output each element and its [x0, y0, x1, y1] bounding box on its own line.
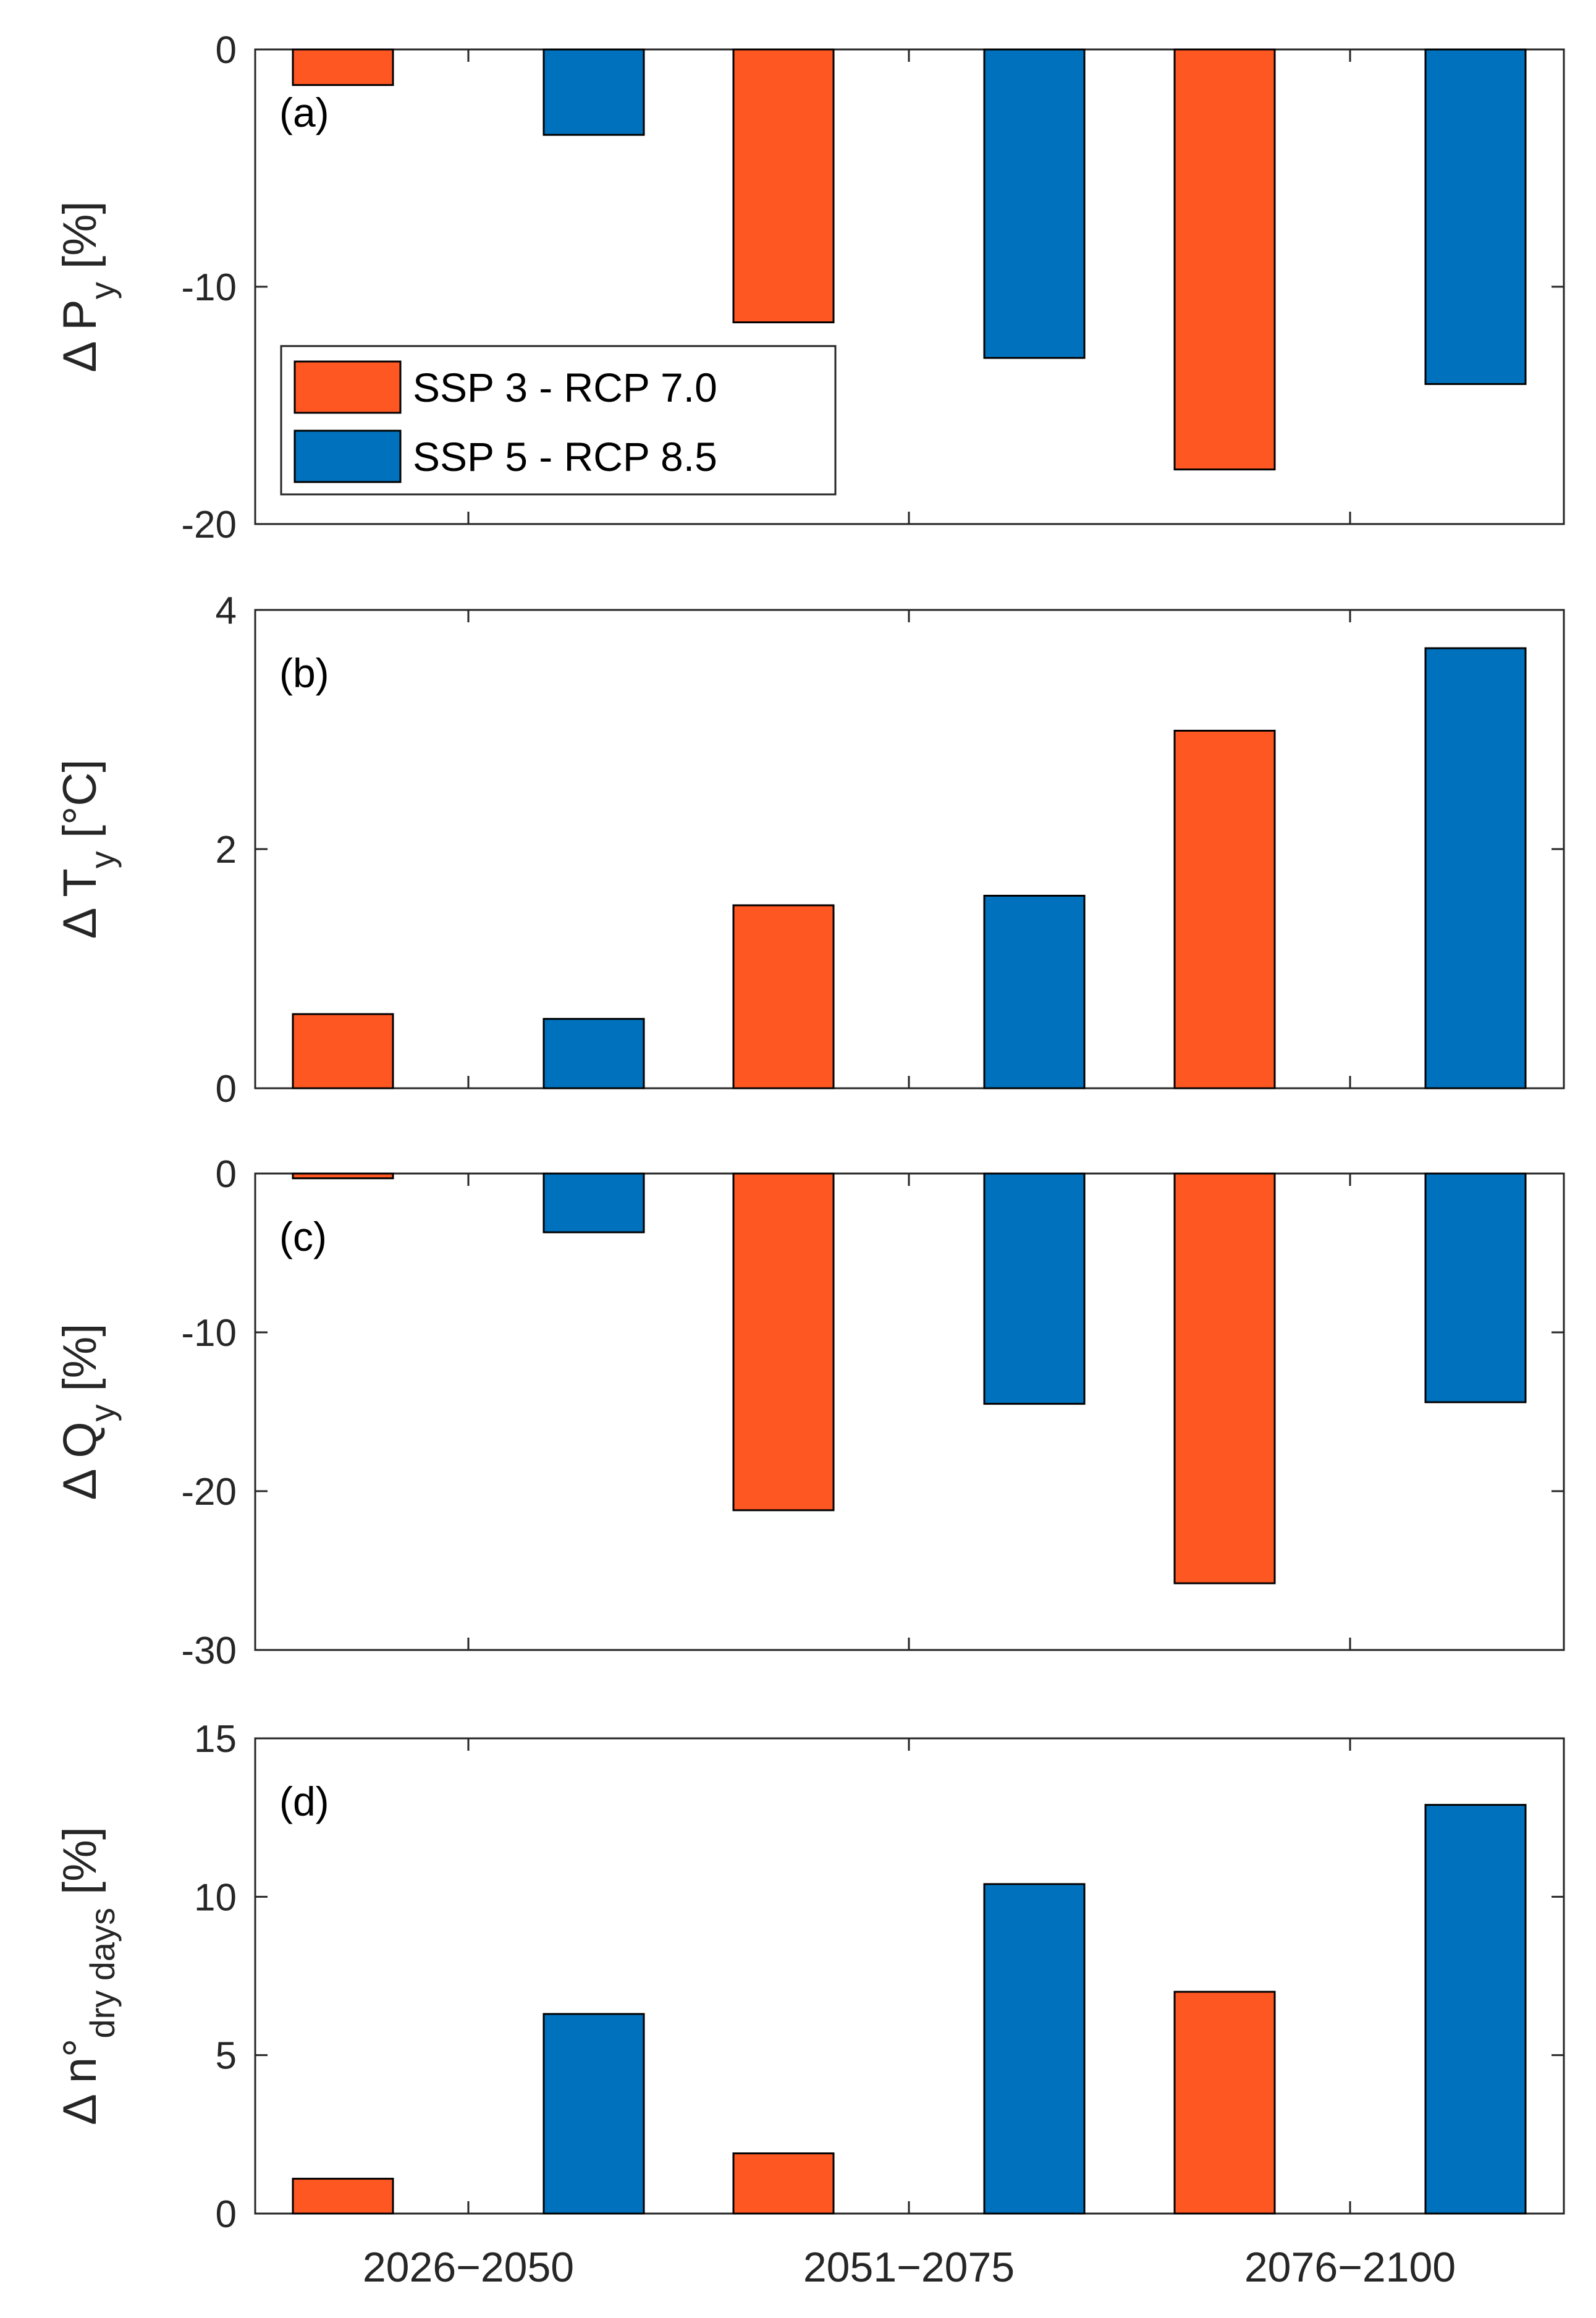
bar-ssp5-2	[983, 48, 1086, 359]
y-tick-label: -20	[181, 504, 237, 546]
y-tick-label: 15	[194, 1718, 237, 1761]
bar-ssp3-2	[732, 2152, 835, 2215]
bar-ssp5-1	[543, 1172, 645, 1233]
panel-label: (d)	[279, 1779, 329, 1824]
y-axis-label-unit: [%]	[54, 1324, 106, 1405]
bar-ssp3-3	[1173, 1172, 1276, 1584]
bar-ssp5-3	[1424, 1172, 1527, 1403]
y-axis-label-unit: [%]	[54, 201, 106, 282]
panel-1: 0 -10 -20 (a) Δ Py [%] SSP 3 - RCP 7.0 SSP 5 -…	[54, 29, 1565, 546]
y-axis-label-subscript: dry days	[83, 1908, 122, 2039]
legend: SSP 3 - RCP 7.0 SSP 5 - RCP 8.5	[280, 345, 837, 496]
y-tick-label: 0	[216, 2193, 237, 2236]
x-category-label: 2026−2050	[363, 2244, 574, 2291]
y-axis-label: Δ Ty [°C]	[54, 759, 122, 939]
panel-2: 0 2 4 (b) Δ Ty [°C]	[54, 590, 1565, 1110]
panel-label: (c)	[279, 1214, 327, 1259]
legend-label-ssp5: SSP 5 - RCP 8.5	[413, 434, 717, 480]
y-axis-label: Δ Py [%]	[54, 201, 122, 372]
panel-3: 0 -10 -20 -30 (c) Δ Qy [%]	[54, 1153, 1565, 1672]
panel-4: 0 5 10 15 (d) Δ n°dry days [%] 2026−2050 2051−2…	[54, 1718, 1565, 2291]
y-tick-label: 2	[216, 829, 237, 871]
bar-ssp3-1	[292, 1013, 394, 1089]
bar-ssp5-2	[983, 1172, 1086, 1405]
y-tick-label: 0	[216, 1068, 237, 1110]
x-category-label: 2051−2075	[803, 2244, 1015, 2291]
y-axis-label-main: Δ n°	[54, 2039, 106, 2125]
y-axis-label-main: Δ T	[54, 868, 106, 939]
y-axis-label-subscript: y	[83, 282, 122, 299]
bar-ssp3-1	[292, 1172, 394, 1180]
y-tick-label: 0	[216, 29, 237, 72]
y-tick-label: -10	[181, 266, 237, 309]
bar-ssp3-1	[292, 2178, 394, 2215]
bar-ssp3-2	[732, 904, 835, 1089]
y-axis-label: Δ n°dry days [%]	[54, 1827, 122, 2125]
bar-ssp3-3	[1173, 1990, 1276, 2215]
bar-ssp3-2	[732, 1172, 835, 1512]
bar-ssp3-2	[732, 48, 835, 324]
y-axis-label-unit: [%]	[54, 1827, 106, 1908]
bar-ssp5-3	[1424, 1804, 1527, 2215]
bar-ssp3-3	[1173, 729, 1276, 1089]
bar-ssp3-3	[1173, 48, 1276, 471]
y-tick-label: -30	[181, 1630, 237, 1672]
y-axis-label: Δ Qy [%]	[54, 1324, 122, 1500]
y-tick-label: -20	[181, 1471, 237, 1513]
y-axis-label-unit: [°C]	[54, 759, 106, 852]
bar-ssp5-2	[983, 894, 1086, 1089]
panel-label: (a)	[279, 90, 329, 135]
y-axis-label-main: Δ P	[54, 299, 106, 372]
y-tick-label: -10	[181, 1312, 237, 1355]
y-axis-label-main: Δ Q	[54, 1422, 106, 1500]
legend-swatch-ssp3	[293, 360, 402, 414]
bar-ssp5-1	[543, 2013, 645, 2215]
y-axis-label-subscript: y	[83, 851, 122, 868]
y-tick-label: 4	[216, 590, 237, 632]
legend-label-ssp3: SSP 3 - RCP 7.0	[413, 365, 717, 410]
y-tick-label: 10	[194, 1876, 237, 1919]
y-tick-label: 0	[216, 1153, 237, 1196]
legend-swatch-ssp5	[293, 429, 402, 483]
y-tick-label: 5	[216, 2035, 237, 2078]
x-category-label: 2076−2100	[1244, 2244, 1456, 2291]
bar-ssp5-2	[983, 1883, 1086, 2215]
panel-label: (b)	[279, 650, 329, 696]
bar-ssp5-1	[543, 48, 645, 136]
bar-ssp3-1	[292, 48, 394, 87]
bar-ssp5-3	[1424, 48, 1527, 385]
bar-ssp5-1	[543, 1018, 645, 1089]
bar-ssp5-3	[1424, 647, 1527, 1089]
y-axis-label-subscript: y	[83, 1405, 122, 1422]
